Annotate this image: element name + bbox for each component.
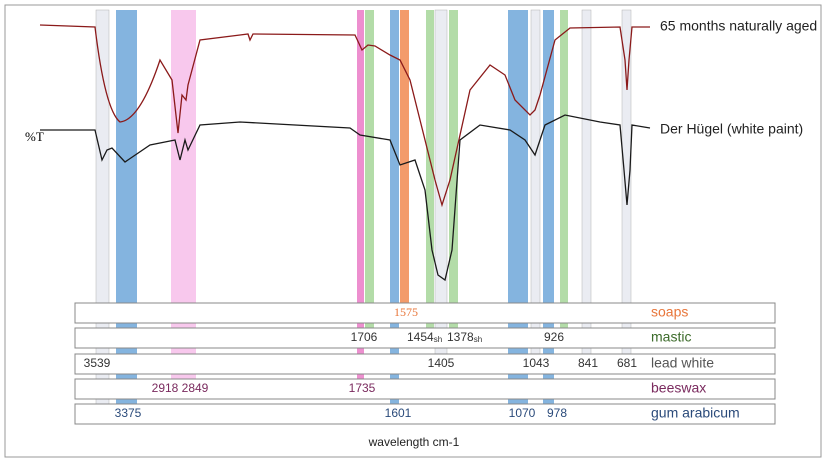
x-label: wavelength cm-1 <box>368 435 460 449</box>
mastic-peaks: 1706 1454sh 1378sh 926 <box>351 330 565 344</box>
peak: 1043 <box>523 356 550 370</box>
y-label: %T <box>25 129 44 144</box>
spectrum-white-paint <box>40 114 651 282</box>
row-box <box>74 378 776 400</box>
peak: 3539 <box>84 356 111 370</box>
row-name: gum arabicum <box>651 405 740 421</box>
peak: 1070 <box>509 406 536 420</box>
band <box>560 10 568 345</box>
peak: 681 <box>617 356 637 370</box>
band <box>543 10 554 410</box>
row-box <box>74 353 776 375</box>
peak: 978 <box>547 406 567 420</box>
peak: 1575 <box>394 305 418 319</box>
peak: 1378sh <box>447 330 482 344</box>
row-name: soaps <box>651 304 688 320</box>
band <box>95 9 110 411</box>
peak: 1405 <box>428 356 455 370</box>
beeswax-peaks: 2918 2849 1735 <box>152 381 376 395</box>
peak: 926 <box>544 330 564 344</box>
row-box <box>74 403 776 425</box>
band <box>400 10 409 320</box>
peak: 1601 <box>385 406 412 420</box>
bands <box>95 9 632 411</box>
spectrum-aged <box>39 24 650 208</box>
spectrum-label: 65 months naturally aged <box>660 18 817 34</box>
peak: 1706 <box>351 330 378 344</box>
peak: 2849 <box>182 381 209 395</box>
gum-peaks: 3375 1601 1070 978 <box>115 406 568 420</box>
peak: 1454sh <box>407 330 442 344</box>
band <box>390 10 399 410</box>
row-box <box>74 327 776 349</box>
spectrum-label: Der Hügel (white paint) <box>660 121 803 137</box>
band <box>365 10 374 345</box>
row-box <box>74 302 776 324</box>
lead-white-peaks: 3539 1405 1043 841 681 <box>84 356 638 370</box>
peak: 3375 <box>115 406 142 420</box>
row-name: mastic <box>651 329 691 345</box>
row-name: beeswax <box>651 380 706 396</box>
band <box>508 10 528 410</box>
band <box>426 10 434 345</box>
band <box>116 10 137 410</box>
band <box>449 10 458 345</box>
peak: 841 <box>578 356 598 370</box>
peak: 1735 <box>349 381 376 395</box>
band <box>357 10 364 395</box>
row-name: lead white <box>651 355 714 371</box>
peak: 2918 <box>152 381 179 395</box>
